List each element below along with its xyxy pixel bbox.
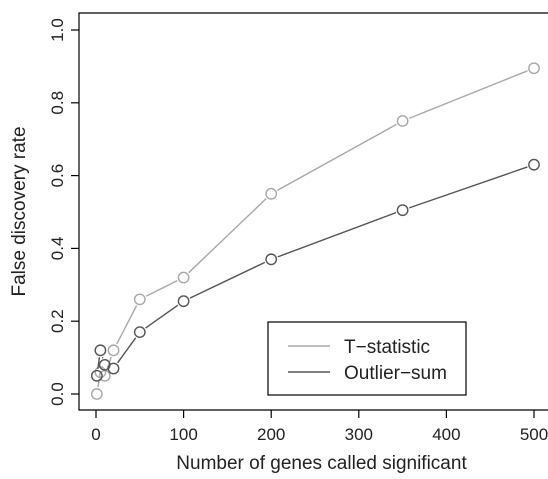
data-point [265, 253, 278, 266]
series-line-segment [408, 166, 528, 209]
y-tick-label: 0.2 [48, 309, 67, 333]
series-line-segment [277, 211, 397, 258]
legend-label: T−statistic [344, 337, 430, 358]
data-point [396, 204, 409, 217]
data-point [177, 295, 190, 308]
data-point [107, 344, 120, 357]
series-line-segment [116, 305, 138, 345]
data-point [265, 187, 278, 200]
series-line-segment [117, 337, 137, 364]
x-tick-label: 500 [520, 425, 548, 444]
series-line-segment [145, 280, 178, 297]
legend-box [267, 321, 467, 396]
y-tick-label: 0.8 [48, 91, 67, 115]
x-tick-label: 100 [169, 425, 197, 444]
data-point [107, 362, 120, 375]
data-point [133, 326, 146, 339]
y-axis-label: False discovery rate [9, 126, 30, 296]
data-point [90, 369, 103, 382]
legend-label: Outlier−sum [344, 363, 447, 384]
series-outlier-sum [90, 158, 540, 382]
legend: T−statistic Outlier−sum [267, 321, 467, 396]
series-line-segment [408, 70, 528, 120]
data-point [396, 115, 409, 127]
series-line-segment [188, 198, 267, 274]
x-tick-label: 400 [432, 425, 460, 444]
data-point [94, 344, 107, 357]
series-layer [90, 62, 540, 400]
series-line-segment [145, 304, 179, 329]
y-axis: 0.0 0.2 0.4 0.6 0.8 1.0 [48, 18, 79, 406]
y-tick-label: 0.6 [48, 164, 67, 188]
x-axis-label: Number of genes called significant [176, 453, 467, 474]
data-point [177, 271, 190, 284]
plot-frame [78, 12, 548, 411]
x-tick-label: 200 [257, 425, 285, 444]
plot-box [78, 12, 548, 411]
series-line-segment [189, 261, 266, 299]
data-point [528, 158, 540, 171]
data-point [528, 62, 540, 75]
x-tick-label: 0 [91, 425, 100, 444]
y-tick-label: 0.0 [48, 382, 67, 406]
series-line-segment [276, 123, 397, 192]
y-tick-label: 0.4 [48, 237, 67, 261]
x-tick-label: 300 [345, 425, 373, 444]
data-point [133, 293, 146, 306]
x-axis: 0 100 200 300 400 500 [91, 410, 548, 444]
y-tick-label: 1.0 [48, 18, 67, 42]
series-line-segment [97, 357, 101, 369]
data-point [90, 388, 103, 400]
